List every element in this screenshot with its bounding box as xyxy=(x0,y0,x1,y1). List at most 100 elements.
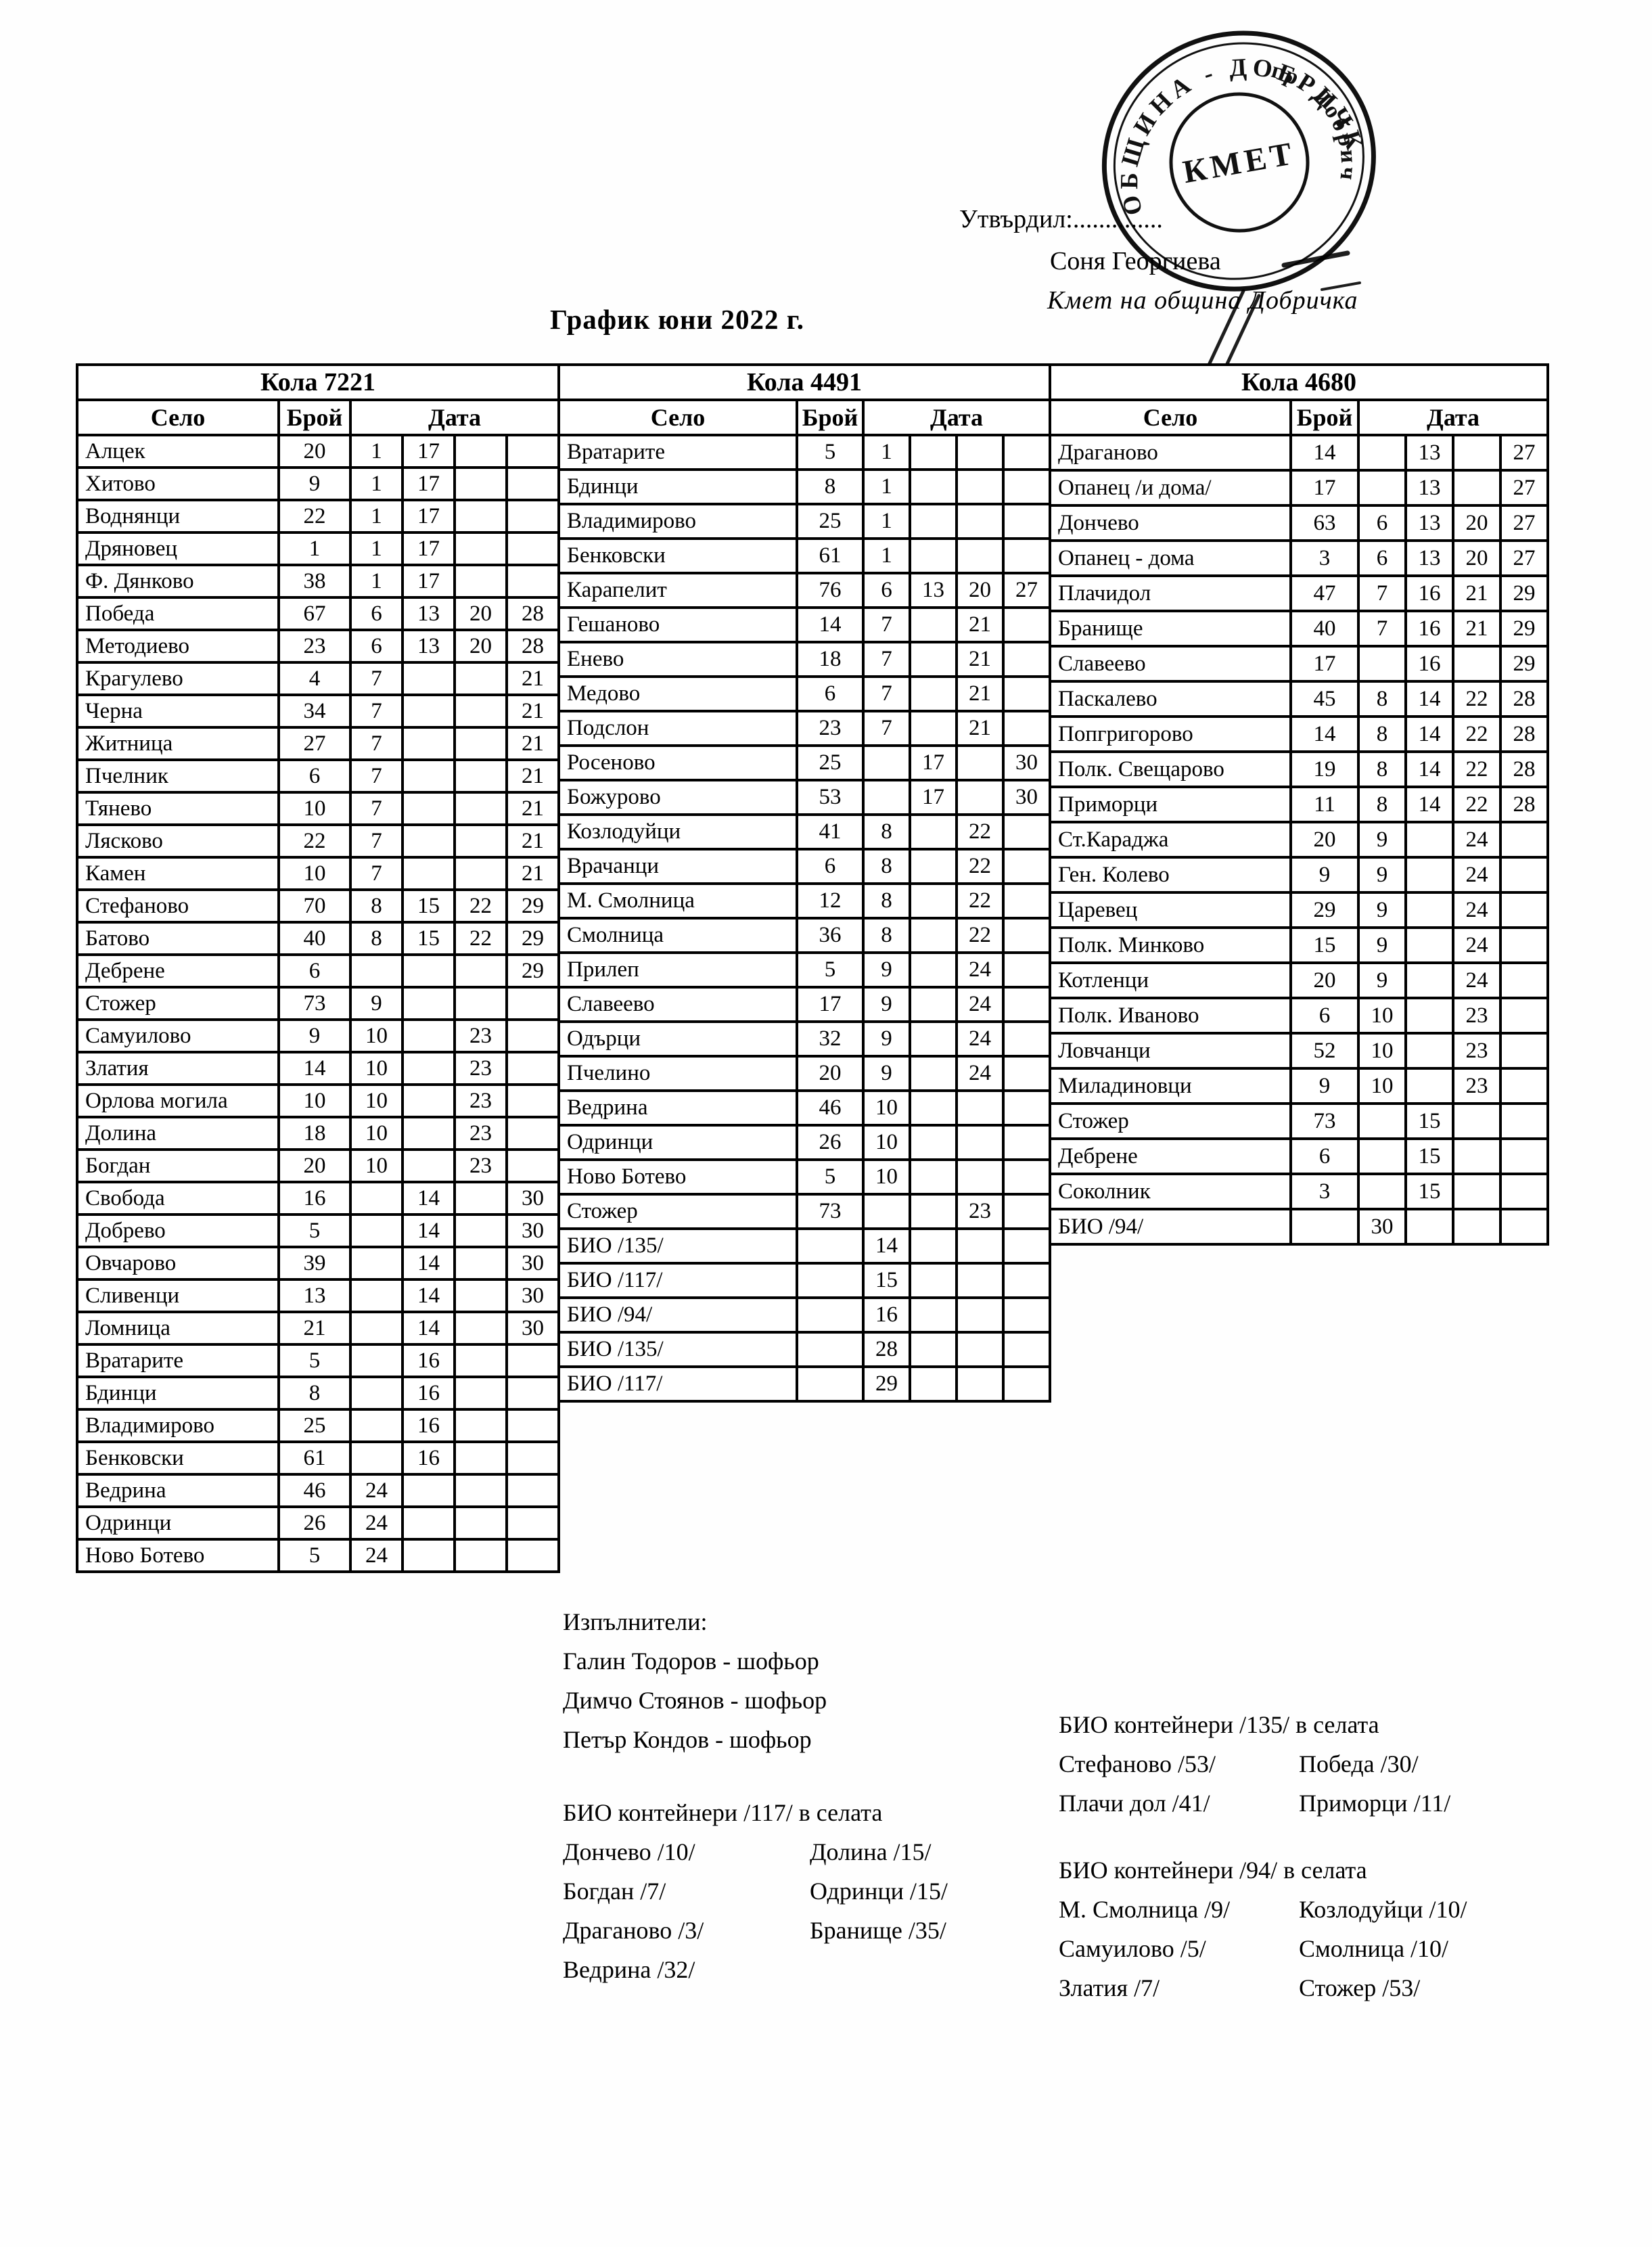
date-cell: 1 xyxy=(349,434,404,469)
village-cell: Вратарите xyxy=(557,434,798,471)
village-cell: Котленци xyxy=(1049,961,1292,999)
village-cell: Стожер xyxy=(1049,1102,1292,1140)
village-cell: Ведрина xyxy=(76,1473,280,1508)
date-cell xyxy=(1498,1102,1550,1140)
village-cell: Ведрина xyxy=(557,1089,798,1127)
date-cell: 1 xyxy=(862,434,911,471)
date-cell xyxy=(909,813,958,850)
date-cell: 30 xyxy=(505,1213,561,1248)
village-cell: Ново Ботево xyxy=(557,1158,798,1196)
date-cell xyxy=(1404,1067,1454,1105)
table-row: Ген. Колево 9 9 24 xyxy=(1049,856,1550,894)
village-cell: Бдинци xyxy=(557,468,798,505)
car-title: Кола 7221 xyxy=(75,363,561,401)
date-cell: 14 xyxy=(401,1311,456,1346)
date-cell: 23 xyxy=(453,1051,508,1086)
date-cell: 8 xyxy=(1357,715,1407,753)
date-cell xyxy=(909,503,958,540)
table-row: Методиево 23 6 13 20 28 xyxy=(76,629,561,664)
village-cell: Тянево xyxy=(76,791,280,826)
date-cell: 28 xyxy=(505,596,561,631)
count-cell: 17 xyxy=(796,986,865,1023)
date-cell: 16 xyxy=(401,1376,456,1411)
date-cell: 6 xyxy=(1357,539,1407,577)
table-row: Крагулево 4 7 21 xyxy=(76,661,561,696)
date-cell xyxy=(1001,1331,1052,1368)
date-cell xyxy=(1357,645,1407,683)
date-cell xyxy=(349,1376,404,1411)
count-cell: 25 xyxy=(796,744,865,781)
date-cell: 15 xyxy=(1404,1137,1454,1175)
date-cell: 7 xyxy=(862,710,911,747)
date-cell: 29 xyxy=(1498,574,1550,612)
date-cell xyxy=(453,564,508,599)
table-row: Батово 40 8 15 22 29 xyxy=(76,921,561,956)
date-cell xyxy=(909,882,958,920)
date-cell: 10 xyxy=(862,1124,911,1161)
date-cell: 24 xyxy=(1452,891,1502,929)
village-cell: БИО /135/ xyxy=(557,1227,798,1265)
date-cell xyxy=(401,791,456,826)
table-row: Полк. Иваново 6 10 23 xyxy=(1049,997,1550,1035)
date-cell: 9 xyxy=(1357,961,1407,999)
date-cell: 10 xyxy=(1357,1032,1407,1070)
count-cell: 6 xyxy=(796,675,865,712)
village-cell: Подслон xyxy=(557,710,798,747)
date-cell: 20 xyxy=(453,629,508,664)
village-cell: Бдинци xyxy=(76,1376,280,1411)
village-cell: Бенковски xyxy=(76,1440,280,1476)
car-title: Кола 4491 xyxy=(557,363,1052,401)
table-row: Ловчанци 52 10 23 xyxy=(1049,1032,1550,1070)
date-cell xyxy=(401,1018,456,1053)
bio-item: Смолница /10/ xyxy=(1299,1935,1449,1962)
village-cell: Камен xyxy=(76,856,280,891)
date-cell xyxy=(1404,821,1454,859)
count-cell: 20 xyxy=(796,1055,865,1092)
bio-block-117: БИО контейнери /117/ в селата Дончево /1… xyxy=(563,1793,948,1989)
date-cell xyxy=(453,758,508,794)
date-cell: 1 xyxy=(862,537,911,574)
table-row: Царевец 29 9 24 xyxy=(1049,891,1550,929)
date-cell: 29 xyxy=(862,1365,911,1403)
date-cell xyxy=(1452,1137,1502,1175)
date-cell: 6 xyxy=(349,596,404,631)
date-cell xyxy=(401,1505,456,1541)
count-cell: 46 xyxy=(277,1473,352,1508)
date-cell: 17 xyxy=(909,744,958,781)
date-cell: 30 xyxy=(505,1181,561,1216)
date-cell: 7 xyxy=(349,758,404,794)
count-cell: 5 xyxy=(277,1343,352,1378)
village-cell: Овчарово xyxy=(76,1246,280,1281)
count-cell: 16 xyxy=(277,1181,352,1216)
table-row: Божурово 53 17 30 xyxy=(557,779,1052,816)
executors-header: Изпълнители: xyxy=(563,1608,708,1635)
count-cell: 5 xyxy=(796,434,865,471)
executor-item: Галин Тодоров - шофьор xyxy=(563,1648,819,1675)
date-cell: 13 xyxy=(909,572,958,609)
date-cell xyxy=(909,675,958,712)
table-row: Ведрина 46 24 xyxy=(76,1473,561,1508)
date-cell xyxy=(401,1538,456,1573)
bio-block-header: БИО контейнери /117/ в селата xyxy=(563,1799,883,1826)
village-cell: БИО /135/ xyxy=(557,1331,798,1368)
date-cell xyxy=(909,1227,958,1265)
date-cell xyxy=(1498,961,1550,999)
table-row: БИО /94/16 xyxy=(557,1296,1052,1334)
table-row: Дряновец 1 1 17 xyxy=(76,531,561,566)
approver-name: Соня Георгиева xyxy=(1050,247,1221,275)
col-header-count: Брой xyxy=(277,399,352,436)
date-cell xyxy=(401,953,456,989)
table-row: Стожер 73 23 xyxy=(557,1193,1052,1230)
village-cell: Батово xyxy=(76,921,280,956)
bio-item: Победа /30/ xyxy=(1299,1750,1419,1777)
date-cell: 9 xyxy=(862,951,911,989)
date-cell: 27 xyxy=(1498,539,1550,577)
date-cell: 24 xyxy=(955,951,1005,989)
count-cell: 20 xyxy=(277,1148,352,1183)
date-cell xyxy=(1404,1032,1454,1070)
village-cell: Славеево xyxy=(557,986,798,1023)
date-cell: 24 xyxy=(1452,926,1502,964)
date-cell xyxy=(453,953,508,989)
column-header-row: Село Брой Дата xyxy=(76,399,561,436)
table-row: Победа 67 6 13 20 28 xyxy=(76,596,561,631)
